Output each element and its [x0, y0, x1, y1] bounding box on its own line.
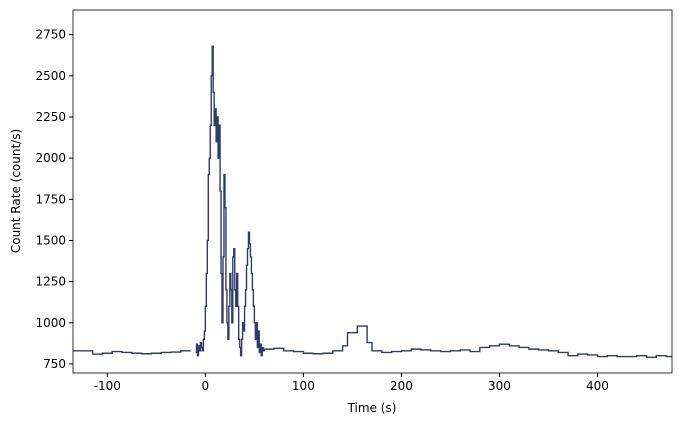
x-tick-label: 300: [488, 379, 511, 393]
x-tick-label: 0: [202, 379, 210, 393]
y-tick-label: 750: [43, 357, 66, 371]
y-tick-label: 1000: [35, 316, 66, 330]
x-tick-label: 100: [292, 379, 315, 393]
y-tick-label: 1500: [35, 233, 66, 247]
x-tick-label: 400: [586, 379, 609, 393]
y-tick-label: 1750: [35, 192, 66, 206]
y-tick-label: 2500: [35, 69, 66, 83]
light-curve: [73, 45, 672, 359]
y-axis-label: Count Rate (count/s): [9, 129, 23, 253]
y-tick-label: 2250: [35, 110, 66, 124]
y-tick-label: 1250: [35, 275, 66, 289]
x-tick-label: -100: [94, 379, 121, 393]
x-axis-label: Time (s): [347, 401, 397, 415]
x-tick-label: 200: [390, 379, 413, 393]
plot-frame: [72, 9, 673, 374]
y-tick-label: 2000: [35, 151, 66, 165]
y-tick-label: 2750: [35, 28, 66, 42]
